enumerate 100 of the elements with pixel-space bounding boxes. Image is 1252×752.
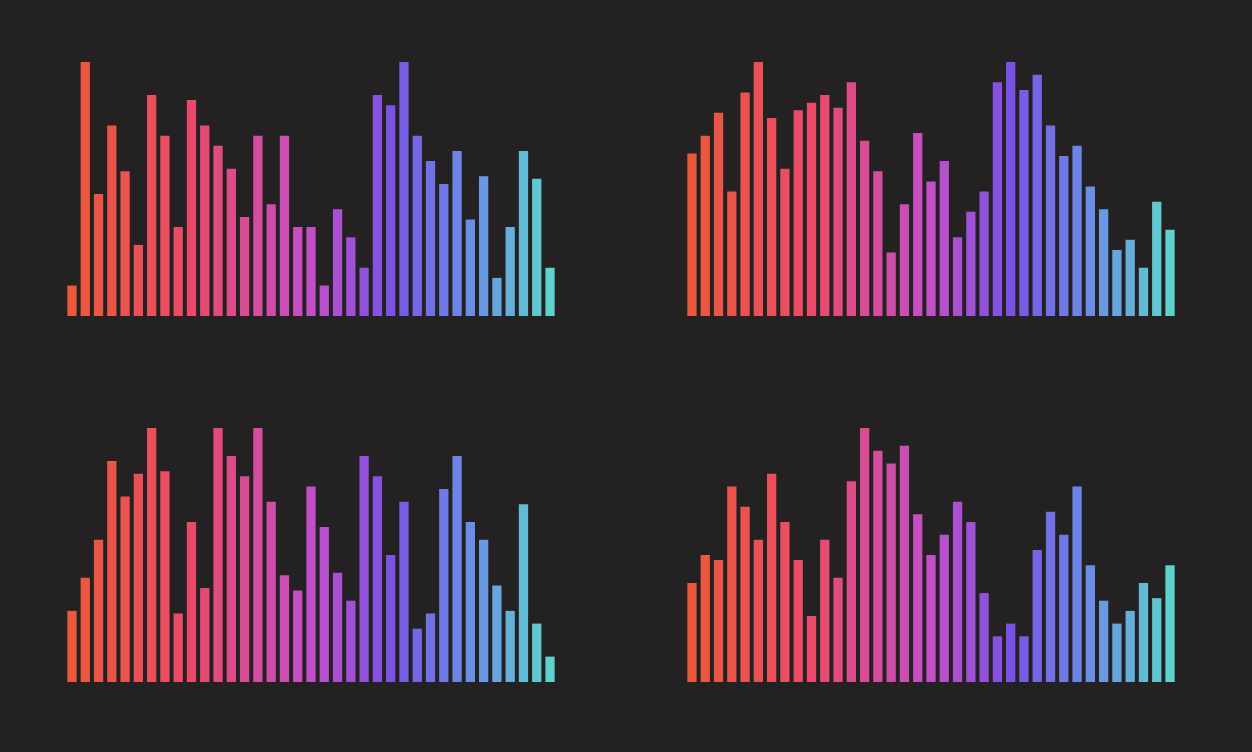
bar [133, 473, 144, 682]
bar [753, 62, 764, 316]
bar [532, 623, 542, 682]
bar [767, 117, 777, 316]
bar [372, 476, 383, 682]
bar [80, 62, 90, 316]
bar [239, 216, 250, 316]
bar [465, 521, 475, 682]
bar [793, 560, 803, 682]
bar [439, 488, 449, 682]
bar [253, 135, 263, 316]
bar [1125, 610, 1135, 682]
bar [740, 506, 750, 682]
bar [833, 577, 843, 682]
bar [107, 125, 117, 316]
bar [859, 140, 870, 316]
bar [478, 539, 489, 682]
bar [293, 590, 303, 682]
bar [886, 463, 896, 682]
bar [926, 555, 936, 682]
bar [1098, 600, 1109, 682]
bar [740, 92, 750, 316]
bar [713, 560, 724, 682]
bar [213, 145, 223, 316]
bar [359, 267, 369, 316]
bar [913, 133, 923, 316]
bar [1045, 511, 1056, 682]
bar [120, 496, 130, 682]
bar [200, 125, 210, 316]
bar [505, 227, 515, 316]
bar [939, 534, 949, 682]
bar [518, 504, 529, 682]
bar [1059, 155, 1069, 316]
bar [767, 473, 777, 682]
bar [859, 428, 870, 682]
bar [1098, 209, 1109, 316]
bar [399, 62, 409, 316]
bar [992, 636, 1003, 682]
bar [952, 501, 963, 682]
bar [820, 539, 830, 682]
bar [820, 95, 830, 316]
bar [279, 135, 290, 316]
bar [926, 181, 936, 316]
bar [399, 501, 409, 682]
bar [293, 227, 303, 316]
bar [1032, 74, 1042, 316]
bar [386, 105, 396, 316]
bar [873, 171, 883, 316]
bar [492, 277, 502, 316]
bar [833, 107, 843, 316]
bar [846, 481, 856, 682]
bar [1165, 565, 1175, 682]
bar [67, 285, 77, 316]
bar [173, 613, 183, 682]
bar [93, 539, 104, 682]
bar [979, 191, 989, 316]
bar [899, 204, 910, 316]
bar [80, 577, 90, 682]
bar [1072, 145, 1082, 316]
bar [793, 110, 803, 316]
bar [200, 588, 210, 682]
bar [425, 161, 436, 316]
bar [806, 615, 817, 682]
bar [239, 476, 250, 682]
bar [213, 428, 223, 682]
bar [1006, 62, 1016, 316]
bar [412, 135, 422, 316]
bar [727, 191, 737, 316]
bar [846, 82, 856, 316]
bar [412, 628, 422, 682]
bar [1045, 125, 1056, 316]
bar [1006, 623, 1016, 682]
bar [186, 521, 197, 682]
bar [687, 582, 697, 682]
bar [452, 455, 462, 682]
bar [939, 161, 949, 316]
bar [886, 252, 896, 316]
bar [186, 100, 197, 316]
bar [1152, 598, 1162, 682]
bar [279, 575, 290, 682]
bar [913, 514, 923, 682]
bar [1138, 582, 1149, 682]
bar [532, 178, 542, 316]
bar [306, 486, 316, 682]
bar [147, 95, 157, 316]
bar [780, 168, 790, 316]
bar [93, 194, 104, 316]
bar [372, 95, 383, 316]
bar [899, 445, 910, 682]
bar [1019, 89, 1029, 316]
bar [253, 428, 263, 682]
bar [452, 150, 462, 316]
bar [133, 244, 144, 316]
bar [478, 176, 489, 316]
bar [545, 656, 555, 682]
bar [979, 593, 989, 682]
bar [1032, 549, 1042, 682]
bar [700, 555, 710, 682]
bar [1085, 186, 1095, 316]
bar [952, 237, 963, 316]
